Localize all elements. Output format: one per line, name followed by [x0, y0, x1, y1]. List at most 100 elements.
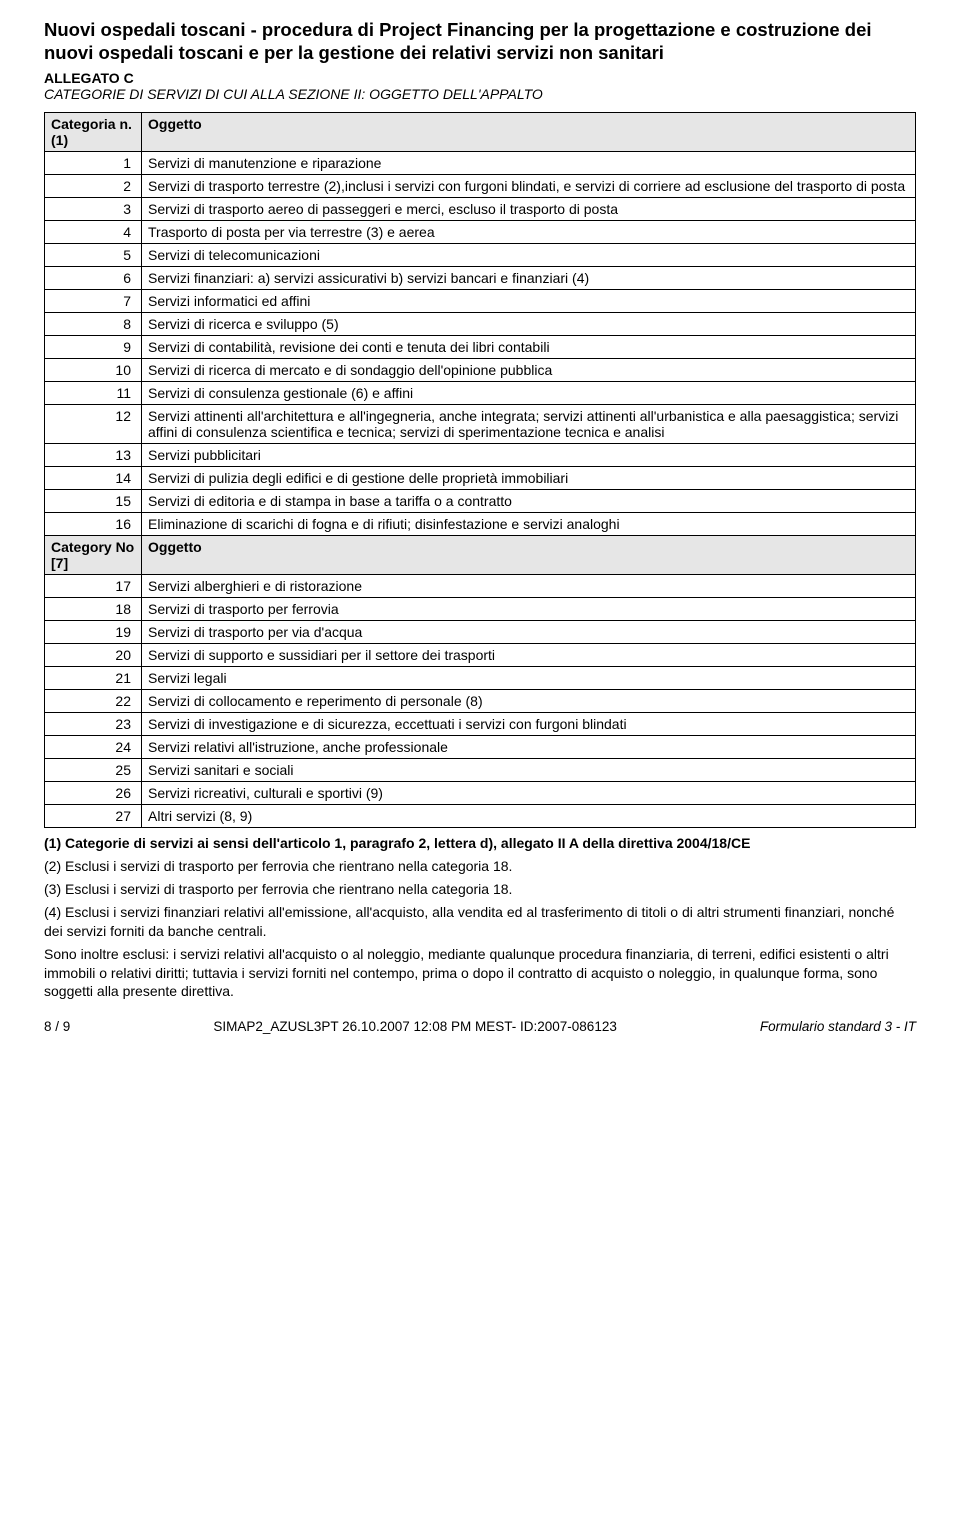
- row-text: Servizi sanitari e sociali: [142, 759, 916, 782]
- row-number: 10: [45, 359, 142, 382]
- category-table-1: Categoria n. (1) Oggetto 1Servizi di man…: [44, 112, 916, 828]
- row-number: 27: [45, 805, 142, 828]
- table-row: 27Altri servizi (8, 9): [45, 805, 916, 828]
- row-number: 1: [45, 152, 142, 175]
- footer-page-number: 8 / 9: [44, 1019, 70, 1034]
- footnote-5: Sono inoltre esclusi: i servizi relativi…: [44, 945, 916, 1002]
- table-row: 6Servizi finanziari: a) servizi assicura…: [45, 267, 916, 290]
- table-row: 22Servizi di collocamento e reperimento …: [45, 690, 916, 713]
- footer-doc-id: SIMAP2_AZUSL3PT 26.10.2007 12:08 PM MEST…: [213, 1019, 616, 1034]
- table-row: 15Servizi di editoria e di stampa in bas…: [45, 490, 916, 513]
- row-number: 25: [45, 759, 142, 782]
- table-row: 24Servizi relativi all'istruzione, anche…: [45, 736, 916, 759]
- table-row: 8Servizi di ricerca e sviluppo (5): [45, 313, 916, 336]
- row-text: Servizi di trasporto per ferrovia: [142, 598, 916, 621]
- row-number: 14: [45, 467, 142, 490]
- row-text: Servizi informatici ed affini: [142, 290, 916, 313]
- col-header-number-2: Category No [7]: [45, 536, 142, 575]
- table-row: 18Servizi di trasporto per ferrovia: [45, 598, 916, 621]
- footnote-1: (1) Categorie di servizi ai sensi dell'a…: [44, 834, 916, 853]
- row-number: 11: [45, 382, 142, 405]
- table-row: 16Eliminazione di scarichi di fogna e di…: [45, 513, 916, 536]
- row-number: 7: [45, 290, 142, 313]
- row-text: Trasporto di posta per via terrestre (3)…: [142, 221, 916, 244]
- table-header-row: Categoria n. (1) Oggetto: [45, 113, 916, 152]
- row-text: Servizi di consulenza gestionale (6) e a…: [142, 382, 916, 405]
- row-number: 22: [45, 690, 142, 713]
- table-row: 19Servizi di trasporto per via d'acqua: [45, 621, 916, 644]
- table-row: 13Servizi pubblicitari: [45, 444, 916, 467]
- row-number: 2: [45, 175, 142, 198]
- row-text: Servizi di telecomunicazioni: [142, 244, 916, 267]
- row-number: 8: [45, 313, 142, 336]
- row-text: Servizi di investigazione e di sicurezza…: [142, 713, 916, 736]
- row-number: 21: [45, 667, 142, 690]
- row-text: Servizi finanziari: a) servizi assicurat…: [142, 267, 916, 290]
- row-text: Servizi ricreativi, culturali e sportivi…: [142, 782, 916, 805]
- row-number: 17: [45, 575, 142, 598]
- row-number: 13: [45, 444, 142, 467]
- table-row: 5Servizi di telecomunicazioni: [45, 244, 916, 267]
- row-text: Servizi di collocamento e reperimento di…: [142, 690, 916, 713]
- page-footer: 8 / 9 SIMAP2_AZUSL3PT 26.10.2007 12:08 P…: [44, 1019, 916, 1034]
- row-number: 12: [45, 405, 142, 444]
- table-row: 23Servizi di investigazione e di sicurez…: [45, 713, 916, 736]
- table-row: 9Servizi di contabilità, revisione dei c…: [45, 336, 916, 359]
- footer-form-label: Formulario standard 3 - IT: [760, 1019, 916, 1034]
- row-text: Servizi legali: [142, 667, 916, 690]
- table-row: 11Servizi di consulenza gestionale (6) e…: [45, 382, 916, 405]
- table-row: 17Servizi alberghieri e di ristorazione: [45, 575, 916, 598]
- row-text: Servizi di pulizia degli edifici e di ge…: [142, 467, 916, 490]
- table-row: 7Servizi informatici ed affini: [45, 290, 916, 313]
- section-subheading: CATEGORIE DI SERVIZI DI CUI ALLA SEZIONE…: [44, 86, 916, 102]
- allegato-label: ALLEGATO C: [44, 70, 916, 86]
- row-number: 5: [45, 244, 142, 267]
- row-text: Servizi di trasporto per via d'acqua: [142, 621, 916, 644]
- table-row: 4Trasporto di posta per via terrestre (3…: [45, 221, 916, 244]
- col-header-object-2: Oggetto: [142, 536, 916, 575]
- row-number: 19: [45, 621, 142, 644]
- col-header-object: Oggetto: [142, 113, 916, 152]
- row-number: 16: [45, 513, 142, 536]
- document-title: Nuovi ospedali toscani - procedura di Pr…: [44, 18, 916, 64]
- row-number: 3: [45, 198, 142, 221]
- table-header-row-2: Category No [7] Oggetto: [45, 536, 916, 575]
- row-text: Servizi di contabilità, revisione dei co…: [142, 336, 916, 359]
- table-row: 10Servizi di ricerca di mercato e di son…: [45, 359, 916, 382]
- row-text: Servizi di ricerca e sviluppo (5): [142, 313, 916, 336]
- table-row: 25Servizi sanitari e sociali: [45, 759, 916, 782]
- col-header-number: Categoria n. (1): [45, 113, 142, 152]
- footnotes: (1) Categorie di servizi ai sensi dell'a…: [44, 834, 916, 1001]
- row-number: 18: [45, 598, 142, 621]
- table-row: 26Servizi ricreativi, culturali e sporti…: [45, 782, 916, 805]
- footnote-4: (4) Esclusi i servizi finanziari relativ…: [44, 903, 916, 941]
- table-row: 20Servizi di supporto e sussidiari per i…: [45, 644, 916, 667]
- footnote-2: (2) Esclusi i servizi di trasporto per f…: [44, 857, 916, 876]
- row-text: Servizi alberghieri e di ristorazione: [142, 575, 916, 598]
- row-text: Servizi attinenti all'architettura e all…: [142, 405, 916, 444]
- row-number: 9: [45, 336, 142, 359]
- table-row: 14Servizi di pulizia degli edifici e di …: [45, 467, 916, 490]
- document-page: Nuovi ospedali toscani - procedura di Pr…: [0, 0, 960, 1518]
- row-number: 20: [45, 644, 142, 667]
- row-text: Servizi di ricerca di mercato e di sonda…: [142, 359, 916, 382]
- row-text: Eliminazione di scarichi di fogna e di r…: [142, 513, 916, 536]
- table-row: 21Servizi legali: [45, 667, 916, 690]
- table-row: 2Servizi di trasporto terrestre (2),incl…: [45, 175, 916, 198]
- footnote-3: (3) Esclusi i servizi di trasporto per f…: [44, 880, 916, 899]
- row-text: Servizi di trasporto terrestre (2),inclu…: [142, 175, 916, 198]
- row-text: Servizi relativi all'istruzione, anche p…: [142, 736, 916, 759]
- row-text: Servizi di trasporto aereo di passeggeri…: [142, 198, 916, 221]
- row-text: Altri servizi (8, 9): [142, 805, 916, 828]
- row-number: 6: [45, 267, 142, 290]
- row-number: 15: [45, 490, 142, 513]
- row-number: 26: [45, 782, 142, 805]
- row-text: Servizi di manutenzione e riparazione: [142, 152, 916, 175]
- row-text: Servizi pubblicitari: [142, 444, 916, 467]
- table-row: 1Servizi di manutenzione e riparazione: [45, 152, 916, 175]
- row-number: 24: [45, 736, 142, 759]
- row-number: 23: [45, 713, 142, 736]
- row-text: Servizi di editoria e di stampa in base …: [142, 490, 916, 513]
- table-row: 3Servizi di trasporto aereo di passegger…: [45, 198, 916, 221]
- row-text: Servizi di supporto e sussidiari per il …: [142, 644, 916, 667]
